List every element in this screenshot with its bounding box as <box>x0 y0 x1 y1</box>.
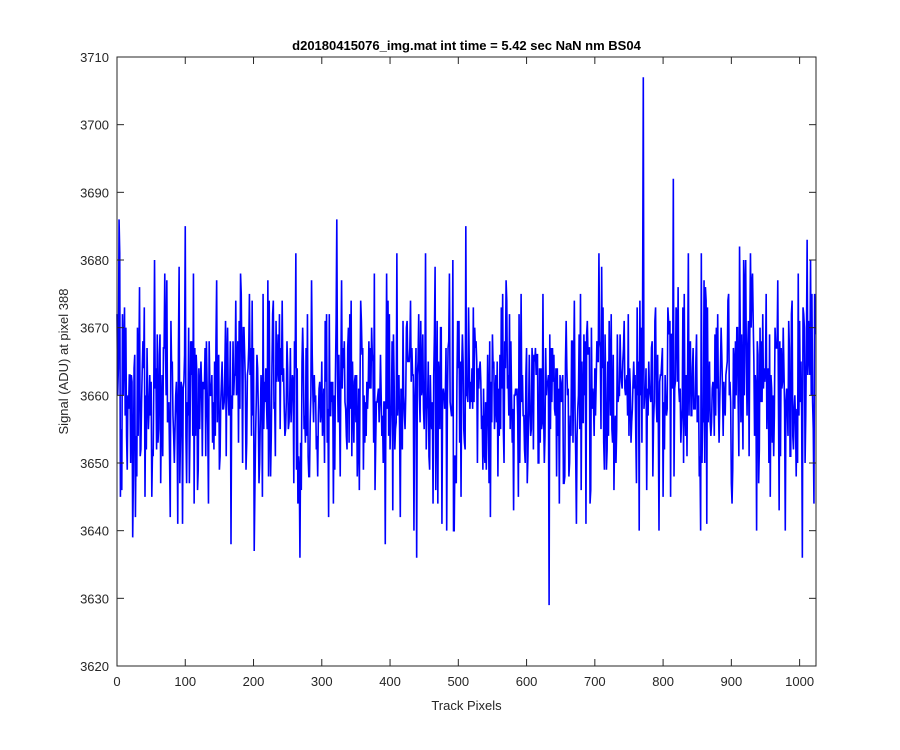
x-tick-label: 500 <box>447 674 469 689</box>
y-tick-label: 3710 <box>80 50 109 65</box>
y-tick-label: 3680 <box>80 253 109 268</box>
y-tick-label: 3650 <box>80 456 109 471</box>
y-tick-label: 3660 <box>80 388 109 403</box>
chart-title: d20180415076_img.mat int time = 5.42 sec… <box>292 38 641 53</box>
y-tick-label: 3670 <box>80 321 109 336</box>
series-layer <box>116 77 817 606</box>
y-tick-label: 3630 <box>80 591 109 606</box>
y-tick-label: 3620 <box>80 659 109 674</box>
y-axis-title: Signal (ADU) at pixel 388 <box>56 289 71 435</box>
x-tick-label: 300 <box>311 674 333 689</box>
x-axis-title: Track Pixels <box>431 698 502 713</box>
x-tick-label: 1000 <box>785 674 814 689</box>
x-tick-label: 600 <box>516 674 538 689</box>
x-tick-label: 800 <box>652 674 674 689</box>
y-tick-label: 3700 <box>80 118 109 133</box>
x-tick-label: 400 <box>379 674 401 689</box>
x-tick-label: 900 <box>721 674 743 689</box>
y-tick-label: 3690 <box>80 185 109 200</box>
axes-box <box>116 56 817 667</box>
signal-series-line <box>116 77 817 606</box>
x-tick-label: 200 <box>243 674 265 689</box>
y-tick-label: 3640 <box>80 524 109 539</box>
tick-layer: 0 100 200 300 400 500 600 700 800 900 1000 3620 3630… <box>80 50 816 689</box>
x-tick-label: 100 <box>174 674 196 689</box>
x-tick-label: 0 <box>113 674 120 689</box>
x-tick-label: 700 <box>584 674 606 689</box>
